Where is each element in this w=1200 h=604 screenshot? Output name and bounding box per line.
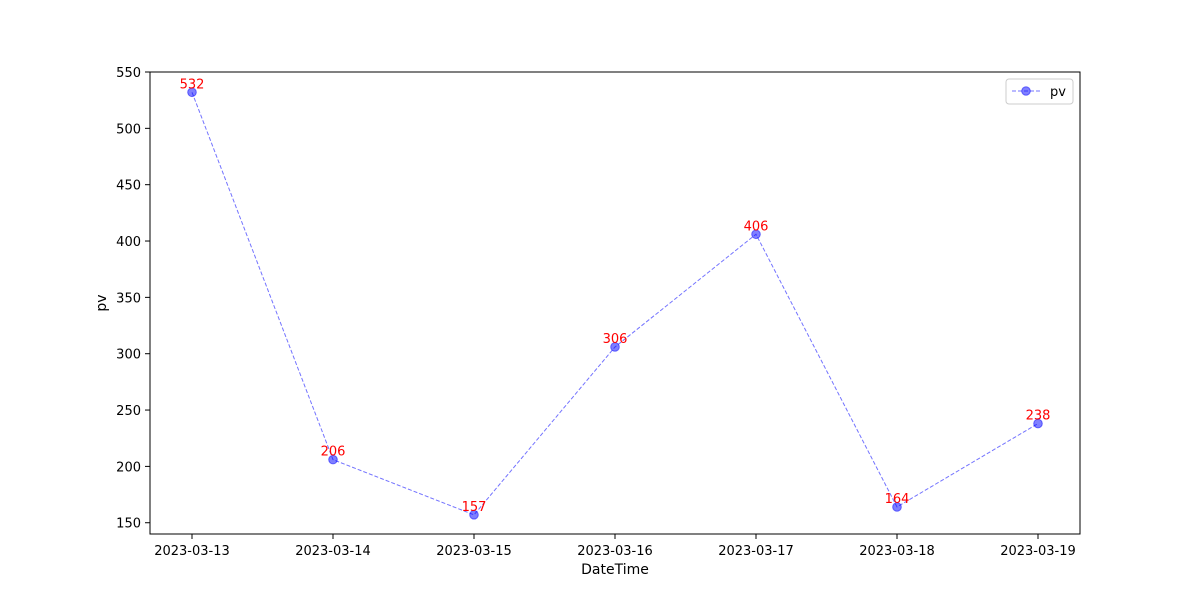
x-tick-label: 2023-03-14	[295, 544, 371, 559]
data-point	[328, 454, 338, 465]
x-axis: 2023-03-13 2023-03-14 2023-03-15 2023-03-16…	[154, 534, 1076, 559]
y-axis: 150 200 250 300 350 400 450 500 550	[116, 66, 150, 532]
y-tick-label: 250	[116, 404, 141, 419]
data-label: 206	[321, 445, 346, 460]
x-tick-label: 2023-03-17	[718, 544, 794, 559]
data-point	[610, 342, 620, 352]
x-tick-label: 2023-03-16	[577, 544, 653, 559]
y-tick-label: 200	[116, 460, 141, 475]
y-tick-label: 300	[116, 348, 141, 363]
plot-area-frame	[149, 71, 1081, 535]
data-label: 164	[885, 492, 910, 507]
y-tick-label: 500	[116, 122, 141, 137]
data-label: 532	[180, 77, 205, 92]
x-tick-label: 2023-03-13	[154, 544, 230, 559]
series-layer: 532 206 157 306 406 164 238	[180, 77, 1051, 520]
x-tick-label: 2023-03-19	[1000, 544, 1076, 559]
y-axis-label: pv	[94, 294, 110, 311]
data-point	[892, 502, 902, 512]
legend-label: pv	[1050, 85, 1066, 100]
legend: pv	[1005, 78, 1074, 105]
data-label: 306	[603, 332, 628, 347]
data-point	[751, 229, 761, 240]
data-point	[1033, 418, 1043, 429]
series-line-pv	[191, 92, 1039, 516]
y-tick-label: 550	[116, 66, 141, 81]
x-tick-label: 2023-03-18	[859, 544, 935, 559]
y-tick-label: 450	[116, 179, 141, 194]
data-label: 157	[462, 500, 487, 515]
data-point	[469, 510, 479, 520]
data-label: 238	[1026, 409, 1051, 424]
x-axis-label: DateTime	[581, 562, 649, 578]
legend-marker-swatch	[1021, 86, 1031, 96]
y-tick-label: 350	[116, 291, 141, 306]
y-tick-label: 150	[116, 517, 141, 532]
x-tick-label: 2023-03-15	[436, 544, 512, 559]
data-label: 406	[744, 219, 769, 234]
y-tick-label: 400	[116, 235, 141, 250]
data-point	[187, 87, 197, 98]
